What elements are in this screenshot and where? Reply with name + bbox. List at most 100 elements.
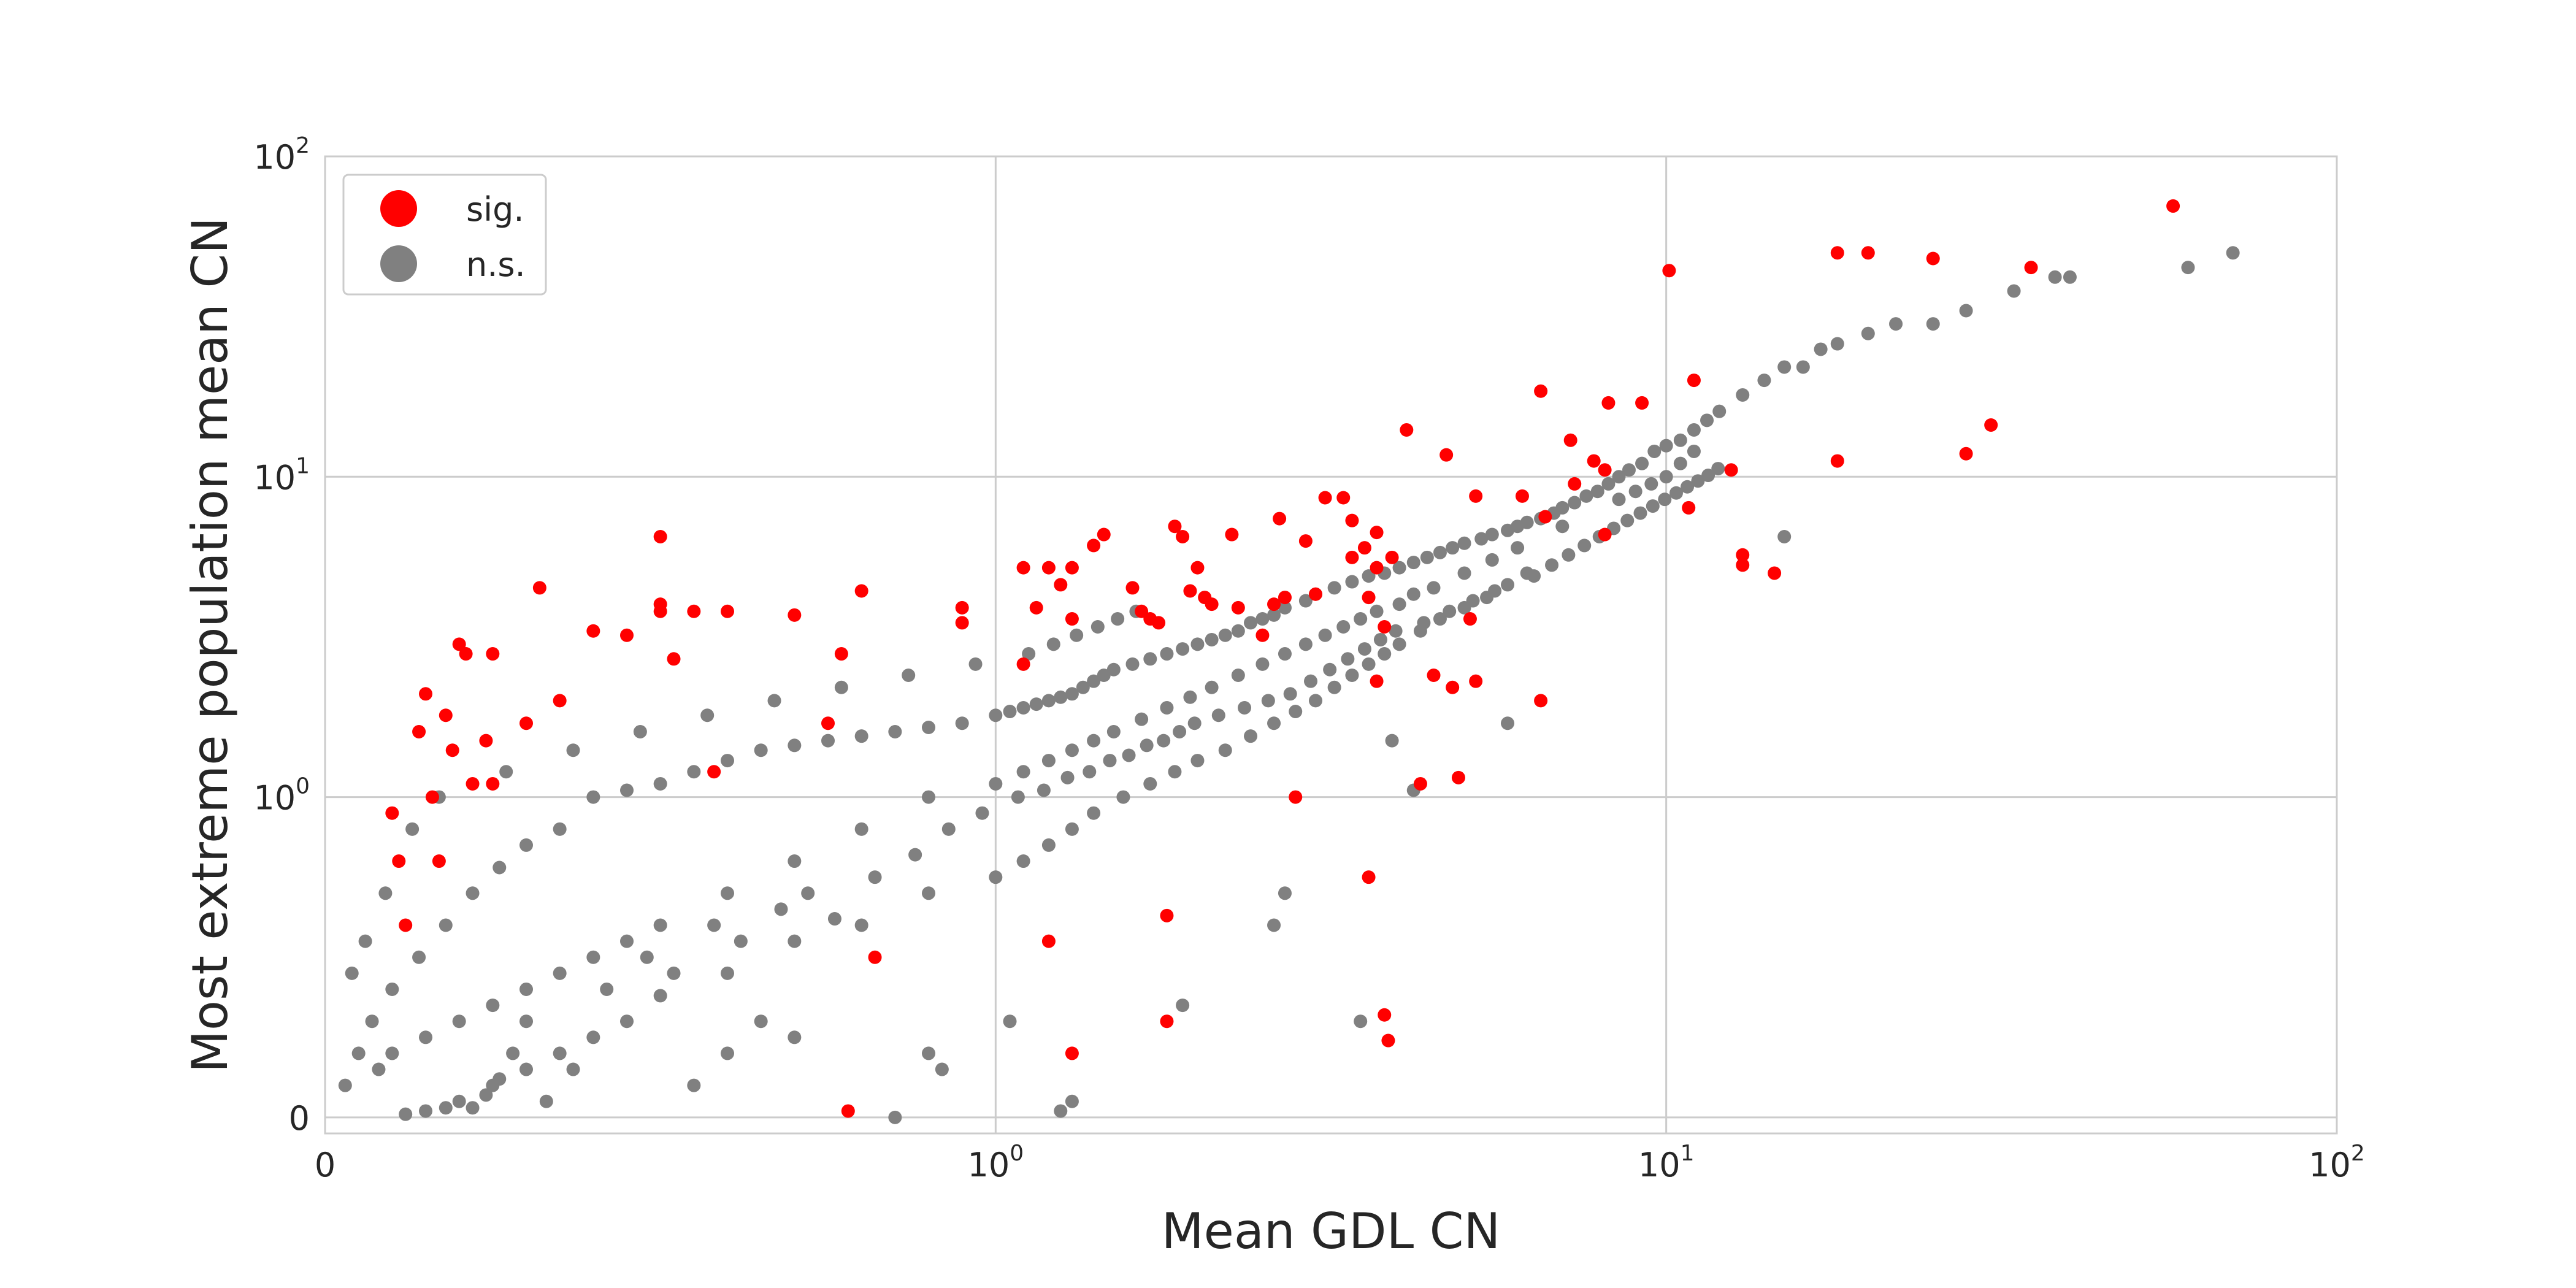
point-sig [1381,1033,1395,1048]
point-ns [1205,680,1219,694]
point-ns [1362,657,1376,671]
point-sig [1682,500,1696,515]
point-sig [1601,396,1616,410]
point-sig [1231,600,1245,615]
x-tick-label: 101 [1638,1141,1695,1184]
point-ns [1700,413,1714,427]
point-ns [1231,624,1245,638]
point-sig [1515,489,1529,503]
point-ns [1087,734,1101,748]
point-sig [1724,463,1738,477]
point-ns [1054,1104,1068,1118]
point-ns [2048,270,2062,284]
point-sig [1736,548,1750,562]
point-ns [378,886,393,900]
plot-frame [324,155,2338,1135]
point-sig [1190,561,1205,575]
y-tick-labels: 0 100 101 102 [253,133,310,1138]
point-ns [1103,754,1117,768]
point-sig [479,734,493,748]
point-ns [1054,690,1068,704]
point-ns [1501,523,1515,537]
x-tick-label: 102 [2309,1141,2365,1184]
point-ns [1687,444,1701,458]
point-ns [1106,662,1121,677]
point-ns [1298,637,1313,651]
point-ns [1691,474,1705,488]
point-ns [774,902,788,916]
point-ns [1143,776,1157,791]
point-sig [1152,616,1166,630]
point-sig [1255,628,1270,642]
point-ns [1016,700,1030,715]
point-ns [854,822,868,836]
point-ns [372,1062,386,1076]
point-sig [1370,674,1384,688]
point-ns [1420,550,1434,564]
point-ns [345,966,359,980]
point-ns [888,1110,902,1124]
point-ns [1160,700,1174,715]
point-ns [1029,697,1043,711]
point-sig [1984,418,1998,432]
point-ns [721,886,734,900]
point-ns [419,1104,432,1118]
point-ns [1261,694,1275,708]
legend-label-ns: n.s. [466,245,526,284]
point-ns [1187,716,1202,730]
point-ns [1612,493,1626,507]
point-ns [754,1014,768,1029]
point-ns [653,776,667,791]
point-ns [1628,485,1643,499]
point-ns [1633,506,1647,520]
point-sig [1538,510,1552,524]
point-ns [452,1094,466,1108]
point-ns [908,848,922,862]
point-sig [1768,566,1782,580]
point-ns [827,912,841,926]
point-ns [968,657,983,671]
point-ns [1658,493,1672,507]
x-tick-labels: 0 100 101 102 [315,1141,2365,1184]
point-ns [767,694,781,708]
point-ns [1673,433,1687,447]
point-ns [653,918,667,932]
point-ns [1443,604,1457,618]
point-ns [1959,304,1973,318]
legend-marker-sig [380,190,417,227]
point-ns [1545,558,1559,572]
point-ns [1076,680,1090,694]
x-tick-label: 0 [315,1146,335,1184]
point-ns [1060,770,1075,784]
point-ns [452,1014,466,1029]
point-ns [1267,918,1281,932]
point-ns [479,1088,493,1102]
point-ns [1244,729,1258,743]
point-ns [734,934,748,948]
point-sig [1183,584,1197,598]
point-ns [493,1072,507,1086]
point-ns [1046,637,1060,651]
point-ns [1218,743,1232,757]
point-sig [1959,447,1973,461]
point-sig [1336,491,1351,505]
point-ns [1357,642,1371,656]
point-ns [1601,477,1616,491]
point-ns [868,870,882,884]
point-ns [1267,716,1281,730]
point-sig [1273,512,1287,526]
point-ns [1011,790,1025,804]
point-sig [1168,519,1182,534]
point-ns [687,1078,701,1092]
point-ns [975,806,989,820]
point-ns [365,1014,379,1029]
point-ns [935,1062,949,1076]
point-ns [1814,342,1828,356]
point-ns [1527,569,1541,583]
point-ns [1757,374,1771,388]
point-ns [1926,317,1940,331]
point-ns [955,716,969,730]
point-ns [2063,270,2077,284]
point-sig [1370,561,1384,575]
